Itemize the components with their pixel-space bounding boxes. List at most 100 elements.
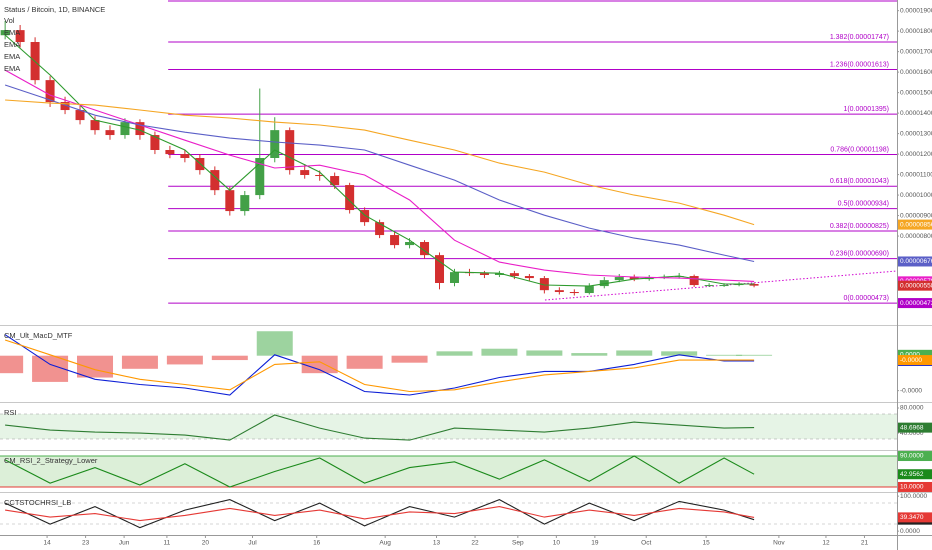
candle-body <box>524 276 534 279</box>
candle-body <box>509 273 519 277</box>
indicator-pane <box>0 331 773 396</box>
fib-label: 1.382(0.00001747) <box>830 34 889 41</box>
histogram-bar <box>391 355 428 363</box>
x-tick-label: 16 <box>313 540 321 547</box>
y-tick-label: 0.00000800 <box>900 233 932 240</box>
x-tick-label: 11 <box>164 540 171 547</box>
y-tick-label: 40.0000 <box>900 430 924 437</box>
indicator-line <box>5 506 755 522</box>
candle-body <box>165 150 175 155</box>
histogram-bar <box>121 355 158 369</box>
candle-body <box>345 185 355 211</box>
y-tick-label: -0.0000 <box>900 387 922 394</box>
candle-body <box>704 285 714 287</box>
x-tick-label: 12 <box>822 540 830 547</box>
candle-body <box>255 157 265 196</box>
trend-line <box>544 270 898 301</box>
legend-entry: EMA <box>4 40 20 49</box>
x-tick-label: Oct <box>641 540 651 547</box>
x-tick-label: Jul <box>248 540 257 547</box>
histogram-bar <box>77 355 114 378</box>
candle-body <box>240 195 250 212</box>
candle-body <box>360 210 370 223</box>
candle-body <box>75 110 85 121</box>
legend-entry: EMA <box>4 28 20 37</box>
candle-body <box>420 242 430 256</box>
y-tick-label: 0.00001400 <box>900 110 932 117</box>
histogram-bar <box>571 353 608 356</box>
candle-body <box>435 255 445 283</box>
histogram-bar <box>0 355 24 374</box>
candle-body <box>90 120 100 131</box>
price-badge-label: 42.9562 <box>900 471 924 478</box>
histogram-bar <box>436 351 473 356</box>
fib-label: 0.5(0.00000934) <box>838 200 889 207</box>
price-badge <box>898 355 932 366</box>
histogram-bar <box>661 351 698 356</box>
histogram-bar <box>616 350 653 356</box>
x-tick-label: 14 <box>43 540 51 547</box>
candle-body <box>539 278 549 291</box>
fib-label: 0.236(0.00000690) <box>830 250 889 257</box>
indicator-pane <box>4 498 755 529</box>
candle-body <box>554 290 564 293</box>
candle-body <box>270 130 280 158</box>
candle-body <box>390 235 400 246</box>
legend-entry: EMA <box>4 52 20 61</box>
candle-body <box>300 170 310 175</box>
fib-label: 1(0.00001395) <box>843 106 889 113</box>
fib-label: 1.236(0.00001613) <box>830 61 889 68</box>
candle-body <box>479 273 489 275</box>
pane-title: CM_RSI_2_Strategy_Lower <box>4 456 98 465</box>
price-badge-label: 0.00000473 <box>900 300 932 307</box>
fib-label: 0.618(0.00001043) <box>830 178 889 185</box>
candle-body <box>405 242 415 246</box>
histogram-bar <box>301 355 338 374</box>
candle-body <box>719 285 729 287</box>
price-badge-label: 48.6968 <box>900 424 924 431</box>
candle-body <box>180 154 190 158</box>
price-badge <box>898 219 932 230</box>
histogram-bar <box>481 348 518 356</box>
candle-body <box>584 286 594 294</box>
candle-body <box>120 122 130 136</box>
x-tick-label: 20 <box>202 540 210 547</box>
histogram-bar <box>526 350 563 356</box>
x-tick-label: Jun <box>119 540 130 547</box>
x-tick-label: 10 <box>553 540 561 547</box>
indicator-line <box>4 84 755 263</box>
candle-body <box>15 30 25 43</box>
candle-body <box>105 130 115 136</box>
y-tick-label: 0.00001800 <box>900 28 932 35</box>
fib-label: 0.382(0.00000825) <box>830 223 889 230</box>
indicator-line <box>4 339 755 393</box>
x-tick-label: 23 <box>82 540 90 547</box>
indicator-line <box>4 34 755 287</box>
price-badge-label: 39.3470 <box>900 514 924 521</box>
volume-label: Vol <box>4 16 15 25</box>
indicator-line <box>4 69 755 282</box>
indicator-pane <box>5 414 755 441</box>
price-badge <box>898 349 932 360</box>
y-tick-label: 0.00001600 <box>900 69 932 76</box>
indicator-line <box>4 455 755 488</box>
price-badge-label: 10.0000 <box>900 484 924 491</box>
candle-body <box>210 170 220 191</box>
candle-body <box>599 280 609 287</box>
price-badge <box>898 298 932 309</box>
candle-body <box>225 190 235 212</box>
x-tick-label: 19 <box>591 540 599 547</box>
candle-body <box>569 292 579 294</box>
price-badge-label: 0.0000 <box>900 352 920 359</box>
pane-title: CCTSTOCHRSI_LB <box>4 498 71 507</box>
price-badge-label: 0.00000676 <box>900 258 932 265</box>
y-tick-label: 0.00001500 <box>900 89 932 96</box>
y-tick-label: 0.00000900 <box>900 212 932 219</box>
candle-body <box>135 122 145 136</box>
y-tick-label: 0.00001000 <box>900 192 932 199</box>
candle-body <box>60 102 70 111</box>
price-badge-label: -0.0000 <box>900 357 922 364</box>
candle-body <box>629 277 639 280</box>
histogram-bar <box>736 354 773 356</box>
